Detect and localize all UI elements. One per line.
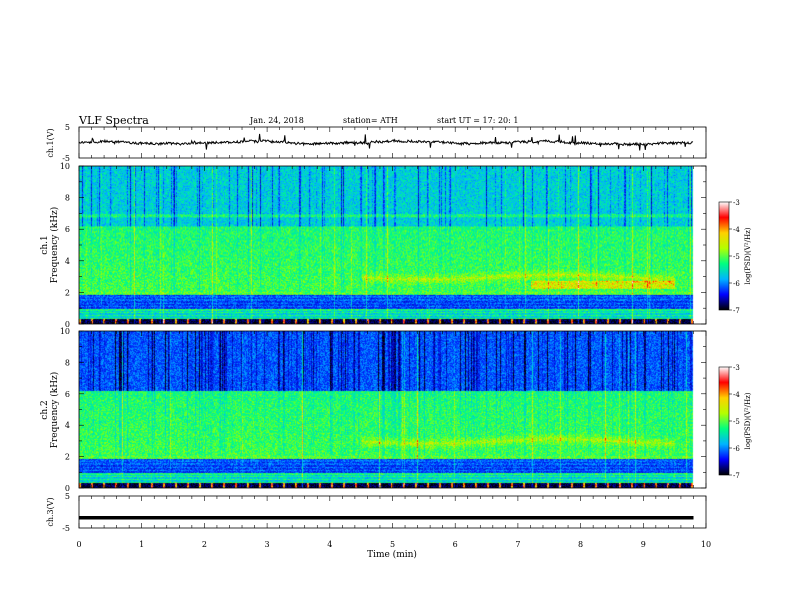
ch2-spectrogram-ytick-label: 2 (65, 453, 70, 462)
time-axis-tick-label: 5 (390, 540, 395, 549)
time-axis-tick-labels: 0 1 2 3 4 5 6 7 8 9 10 (76, 540, 711, 549)
figure-start-time: start UT = 17: 20: 1 (437, 116, 518, 125)
colorbar-label: log(PSD)(V²/Hz) (744, 227, 752, 284)
colorbar-bar (718, 366, 730, 476)
ch1-waveform-panel: 5 -5 ch.1(V) (46, 123, 707, 163)
colorbar-tick-label: -5 (733, 253, 740, 261)
time-axis-tick-label: 4 (327, 540, 332, 549)
time-axis-tick-label: 8 (578, 540, 583, 549)
ch2-spectrogram-ytick-label: 8 (65, 358, 70, 367)
colorbar-tick-label: -3 (733, 199, 740, 207)
time-axis-tick-label: 2 (202, 540, 207, 549)
ch1-waveform-axes (78, 127, 707, 158)
time-axis-tick-label: 7 (515, 540, 520, 549)
ch1-spectrogram-ylabel-channel: ch.1 (40, 235, 50, 254)
figure-title: VLF Spectra (78, 114, 149, 127)
ch2-spectrogram-panel: 0 2 4 6 8 10 ch.2 Frequency (kHz) -3 -4 -5 -6 -7 l… (40, 327, 752, 493)
figure-station: station= ATH (343, 116, 398, 125)
ch1-spectrogram-ylabel: Frequency (kHz) (49, 207, 60, 284)
ch1-spectrogram-ytick-label: 6 (65, 225, 70, 234)
ch1-colorbar: -3 -4 -5 -6 -7 log(PSD)(V²/Hz) (718, 199, 752, 315)
colorbar-tick-label: -6 (733, 280, 740, 288)
time-axis-tick-label: 3 (265, 540, 270, 549)
ch2-spectrogram-image (79, 331, 706, 488)
colorbar-tick-label: -4 (733, 226, 740, 234)
ch1-spectrogram-axes: 0 2 4 6 8 10 (60, 162, 707, 329)
colorbar-tick-label: -4 (733, 391, 740, 399)
ch3-ytick-top: 5 (65, 492, 70, 501)
ch2-spectrogram-ylabel-channel: ch.2 (40, 400, 50, 419)
time-axis-label: Time (min) (367, 549, 417, 560)
colorbar-tick-label: -7 (733, 472, 740, 480)
ch1-ytick-bottom: -5 (62, 154, 70, 163)
colorbar-tick-label: -5 (733, 418, 740, 426)
colorbar-label: log(PSD)(V²/Hz) (744, 392, 752, 449)
ch2-spectrogram-ytick-label: 4 (65, 421, 70, 430)
ch3-ylabel: ch.3(V) (46, 497, 55, 526)
time-axis-tick-label: 10 (701, 540, 711, 549)
time-axis-tick-label: 6 (453, 540, 458, 549)
ch2-spectrogram-ytick-label: 0 (65, 484, 70, 493)
ch1-spectrogram-panel: 0 2 4 6 8 10 ch.1 Frequency (kHz) -3 -4 -5 -6 -7 l… (40, 162, 752, 329)
ch1-spectrogram-ytick-label: 10 (60, 162, 70, 171)
time-axis-tick-label: 0 (76, 540, 81, 549)
colorbar-tick-label: -7 (733, 307, 740, 315)
colorbar-bar (718, 201, 730, 311)
ch1-spectrogram-ytick-label: 2 (65, 288, 70, 297)
ch3-ytick-bottom: -5 (62, 524, 70, 533)
colorbar-tick-label: -6 (733, 445, 740, 453)
ch1-spectrogram-ytick-label: 8 (65, 194, 70, 203)
ch2-spectrogram-ytick-label: 6 (65, 390, 70, 399)
ch2-colorbar: -3 -4 -5 -6 -7 log(PSD)(V²/Hz) (718, 364, 752, 480)
ch1-ylabel: ch.1(V) (46, 128, 55, 157)
ch3-waveform-axes (78, 496, 707, 528)
time-axis-tick-label: 9 (641, 540, 646, 549)
ch1-ytick-top: 5 (65, 123, 70, 132)
figure-date: Jan. 24, 2018 (249, 116, 304, 125)
colorbar-tick-label: -3 (733, 364, 740, 372)
ch2-spectrogram-ytick-label: 10 (60, 327, 70, 336)
ch1-waveform-line (78, 133, 694, 151)
ch3-waveform-panel: 5 -5 ch.3(V) 0 1 2 3 4 5 6 7 8 9 10 Time (min) (46, 492, 711, 560)
ch2-spectrogram-axes: 0 2 4 6 8 10 (60, 327, 707, 493)
ch1-spectrogram-ytick-label: 0 (65, 320, 70, 329)
ch1-spectrogram-ytick-label: 4 (65, 257, 70, 266)
time-axis-tick-label: 1 (139, 540, 144, 549)
ch1-spectrogram-image (79, 166, 706, 324)
ch2-spectrogram-ylabel: Frequency (kHz) (49, 372, 60, 449)
